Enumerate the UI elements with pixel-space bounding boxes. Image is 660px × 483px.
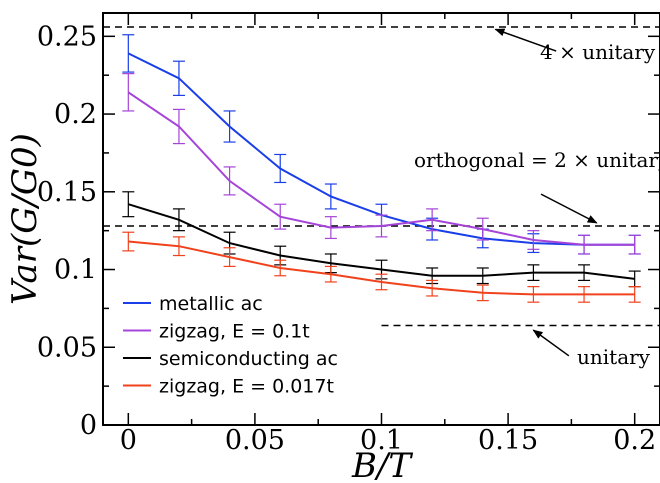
x-tick-label: 0 — [120, 425, 137, 456]
annotation-arrow-1 — [540, 193, 598, 224]
y-tick-label: 0.15 — [37, 177, 97, 208]
y-tick-label: 0.2 — [54, 99, 97, 130]
legend-label-3: zigzag, E = 0.017t — [159, 376, 334, 398]
series-3 — [122, 231, 641, 303]
x-axis-title: B/T — [351, 446, 413, 483]
x-tick-label: 0.1 — [360, 425, 403, 456]
series-1 — [122, 73, 641, 255]
annotation-arrow-0 — [494, 28, 557, 52]
annotations: 4 × unitary orthogonal = 2 × unitary unita… — [414, 28, 660, 369]
annotation-label-0: 4 × unitary — [540, 40, 656, 64]
ticks — [103, 13, 660, 426]
annotation-arrow-2 — [532, 329, 570, 357]
y-tick-label: 0 — [80, 410, 97, 441]
legend-label-2: semiconducting ac — [159, 348, 338, 370]
legend-label-0: metallic ac — [159, 293, 263, 315]
legend-label-1: zigzag, E = 0.1t — [159, 321, 310, 343]
series-group — [122, 34, 641, 303]
y-tick-label: 0.05 — [37, 332, 97, 363]
x-tick-label: 0.05 — [225, 425, 285, 456]
x-tick-label: 0.2 — [613, 425, 656, 456]
annotation-label-2: unitary — [577, 345, 651, 369]
x-tick-label: 0.15 — [478, 425, 538, 456]
legend: metallic ac zigzag, E = 0.1t semiconductin… — [123, 293, 338, 398]
tick-labels: 0 0.05 0.1 0.15 0.2 0 0.05 0.1 0.15 0.2 0.25 — [37, 21, 656, 456]
annotation-label-1: orthogonal = 2 × unitary — [414, 148, 660, 172]
y-axis-title: Var(G/G0) — [5, 133, 45, 305]
y-tick-label: 0.25 — [37, 21, 97, 52]
y-tick-label: 0.1 — [54, 255, 97, 286]
